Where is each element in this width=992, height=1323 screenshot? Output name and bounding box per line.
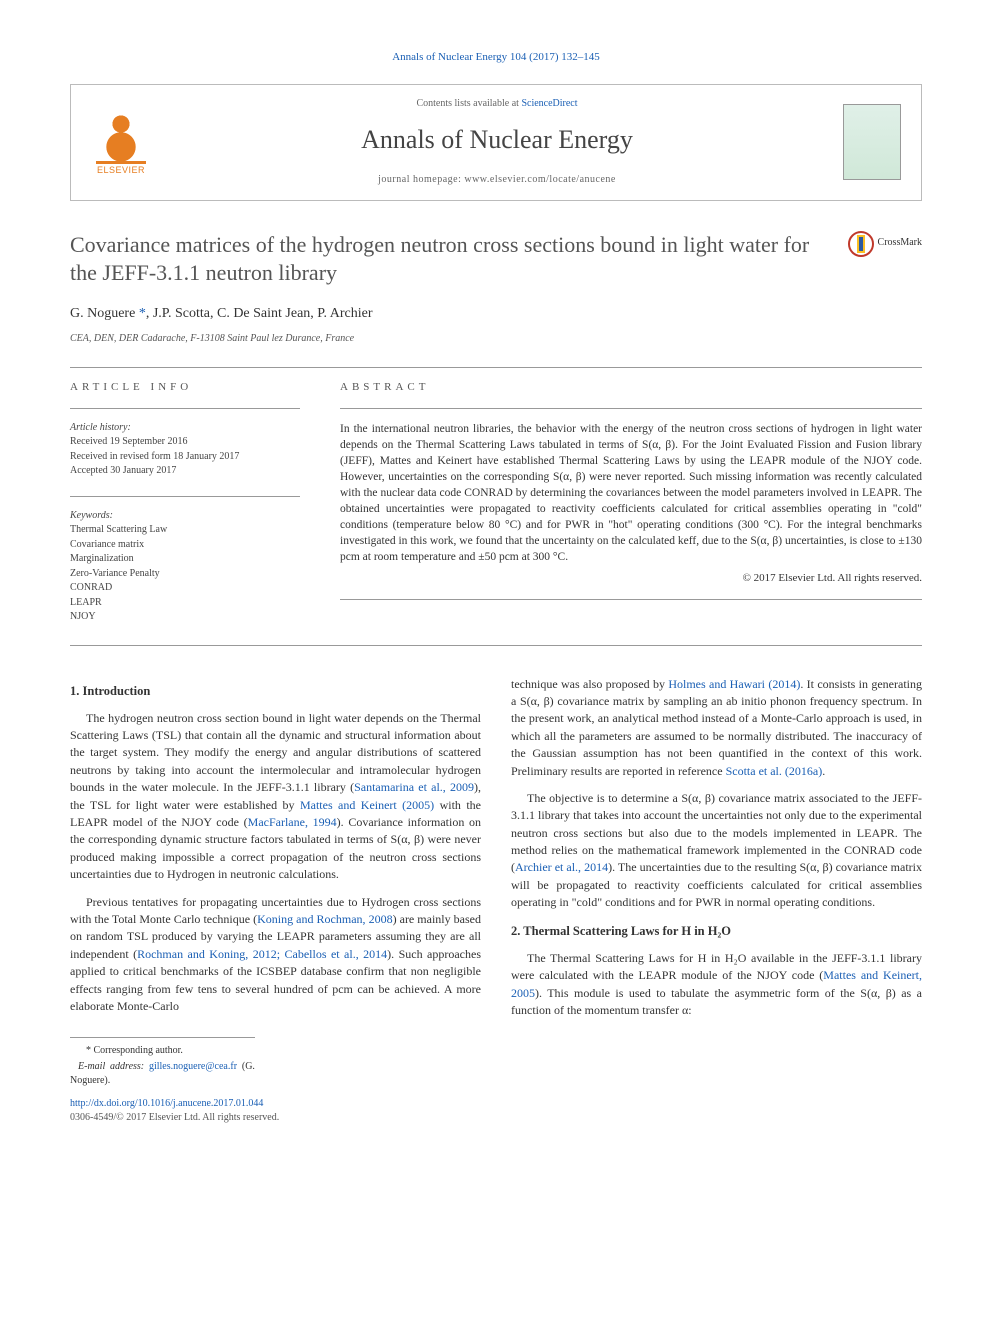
- section-heading: 1. Introduction: [70, 682, 481, 700]
- authors-rest: , J.P. Scotta, C. De Saint Jean, P. Arch…: [146, 306, 373, 321]
- crossmark-icon: [848, 231, 874, 257]
- abstract-text: In the international neutron libraries, …: [340, 421, 922, 566]
- doi-link[interactable]: http://dx.doi.org/10.1016/j.anucene.2017…: [70, 1098, 263, 1109]
- keyword: LEAPR: [70, 596, 300, 610]
- sciencedirect-link[interactable]: ScienceDirect: [521, 98, 577, 109]
- doi-block: http://dx.doi.org/10.1016/j.anucene.2017…: [70, 1097, 481, 1126]
- top-citation: Annals of Nuclear Energy 104 (2017) 132–…: [70, 50, 922, 66]
- divider: [70, 496, 300, 497]
- column-left: 1. Introduction The hydrogen neutron cro…: [70, 676, 481, 1126]
- divider: [340, 408, 922, 409]
- email-link[interactable]: gilles.noguere@cea.fr: [149, 1061, 237, 1072]
- ref-link[interactable]: Koning and Rochman, 2008: [257, 912, 392, 926]
- affiliation: CEA, DEN, DER Cadarache, F-13108 Saint P…: [70, 332, 922, 347]
- paragraph: The Thermal Scattering Laws for H in H₂O…: [511, 950, 922, 1020]
- revised-date: Received in revised form 18 January 2017: [70, 450, 300, 464]
- ref-link[interactable]: Santamarina et al., 2009: [354, 780, 474, 794]
- abstract-block: ABSTRACT In the international neutron li…: [340, 380, 922, 625]
- keyword: NJOY: [70, 610, 300, 624]
- history-label: Article history:: [70, 421, 300, 435]
- journal-header: ELSEVIER Contents lists available at Sci…: [70, 84, 922, 201]
- section-heading: 2. Thermal Scattering Laws for H in H₂O: [511, 922, 922, 940]
- ref-link[interactable]: Mattes and Keinert (2005): [300, 798, 434, 812]
- corresponding-note: * Corresponding author.: [70, 1044, 255, 1059]
- ref-link[interactable]: Rochman and Koning, 2012; Cabellos et al…: [137, 947, 387, 961]
- email-line: E-mail address: gilles.noguere@cea.fr (G…: [70, 1060, 255, 1089]
- crossmark-badge[interactable]: CrossMark: [848, 231, 922, 257]
- paragraph: The objective is to determine a S(α, β) …: [511, 790, 922, 912]
- contents-prefix: Contents lists available at: [416, 98, 521, 109]
- authors: G. Noguere *, J.P. Scotta, C. De Saint J…: [70, 304, 922, 324]
- journal-cover-thumbnail: [843, 104, 901, 180]
- crossmark-label: CrossMark: [878, 236, 922, 251]
- article-title: Covariance matrices of the hydrogen neut…: [70, 231, 848, 288]
- corresponding-marker[interactable]: *: [139, 306, 146, 321]
- elsevier-logo: ELSEVIER: [91, 107, 151, 177]
- accepted-date: Accepted 30 January 2017: [70, 464, 300, 478]
- ref-link[interactable]: MacFarlane, 1994: [248, 815, 337, 829]
- keyword: Marginalization: [70, 552, 300, 566]
- homepage-url: www.elsevier.com/locate/anucene: [464, 174, 615, 185]
- footnote-block: * Corresponding author. E-mail address: …: [70, 1037, 255, 1089]
- ref-link[interactable]: Archier et al., 2014: [515, 860, 608, 874]
- keywords-label: Keywords:: [70, 509, 300, 523]
- received-date: Received 19 September 2016: [70, 435, 300, 449]
- keyword: CONRAD: [70, 581, 300, 595]
- article-info: ARTICLE INFO Article history: Received 1…: [70, 380, 300, 625]
- divider: [340, 599, 922, 600]
- keyword: Covariance matrix: [70, 538, 300, 552]
- contents-line: Contents lists available at ScienceDirec…: [171, 97, 823, 112]
- abstract-heading: ABSTRACT: [340, 380, 922, 396]
- keyword: Zero-Variance Penalty: [70, 567, 300, 581]
- homepage-prefix: journal homepage:: [378, 174, 464, 185]
- header-center: Contents lists available at ScienceDirec…: [171, 97, 823, 188]
- top-citation-link[interactable]: Annals of Nuclear Energy 104 (2017) 132–…: [392, 51, 600, 63]
- body-columns: 1. Introduction The hydrogen neutron cro…: [70, 676, 922, 1126]
- journal-name: Annals of Nuclear Energy: [171, 121, 823, 159]
- divider: [70, 367, 922, 368]
- issn-line: 0306-4549/© 2017 Elsevier Ltd. All right…: [70, 1112, 279, 1123]
- homepage-line: journal homepage: www.elsevier.com/locat…: [171, 173, 823, 188]
- article-info-heading: ARTICLE INFO: [70, 380, 300, 396]
- paragraph: technique was also proposed by Holmes an…: [511, 676, 922, 780]
- elsevier-tree-icon: [96, 114, 146, 164]
- ref-link[interactable]: Holmes and Hawari (2014): [668, 677, 800, 691]
- column-right: technique was also proposed by Holmes an…: [511, 676, 922, 1126]
- paragraph: The hydrogen neutron cross section bound…: [70, 710, 481, 884]
- email-label: E-mail address:: [78, 1061, 149, 1072]
- elsevier-label: ELSEVIER: [97, 164, 145, 177]
- divider: [70, 408, 300, 409]
- ref-link[interactable]: Scotta et al. (2016a): [726, 764, 823, 778]
- author-primary: G. Noguere: [70, 306, 135, 321]
- keyword: Thermal Scattering Law: [70, 523, 300, 537]
- abstract-copyright: © 2017 Elsevier Ltd. All rights reserved…: [340, 571, 922, 587]
- divider: [70, 645, 922, 646]
- paragraph: Previous tentatives for propagating unce…: [70, 894, 481, 1016]
